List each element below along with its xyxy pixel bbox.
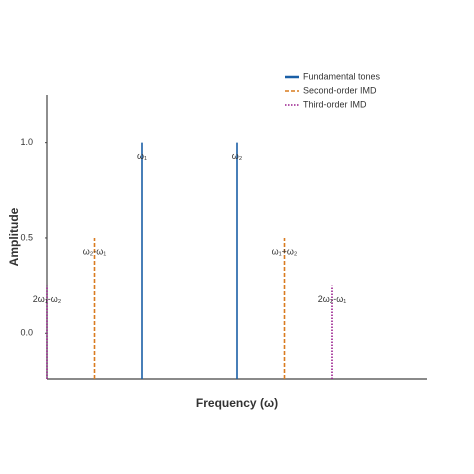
y-tick-label: 0.5	[20, 232, 33, 242]
stem-label: ω₂	[232, 151, 243, 161]
x-axis-title: Frequency (ω)	[196, 396, 278, 410]
legend-label: Fundamental tones	[303, 71, 381, 81]
legend-label: Second-order IMD	[303, 85, 377, 95]
y-tick-label: 0.0	[20, 328, 33, 338]
stem-label: 2ω₂-ω₁	[318, 294, 347, 304]
y-axis-title: Amplitude	[7, 207, 21, 266]
y-tick-label: 1.0	[20, 137, 33, 147]
legend-label: Third-order IMD	[303, 99, 367, 109]
stem-label: ω₁	[137, 151, 147, 161]
stem-label: 2ω₁-ω₂	[33, 294, 62, 304]
stem-label: ω₂-ω₁	[83, 246, 107, 256]
stem-label: ω₁+ω₂	[272, 246, 298, 256]
